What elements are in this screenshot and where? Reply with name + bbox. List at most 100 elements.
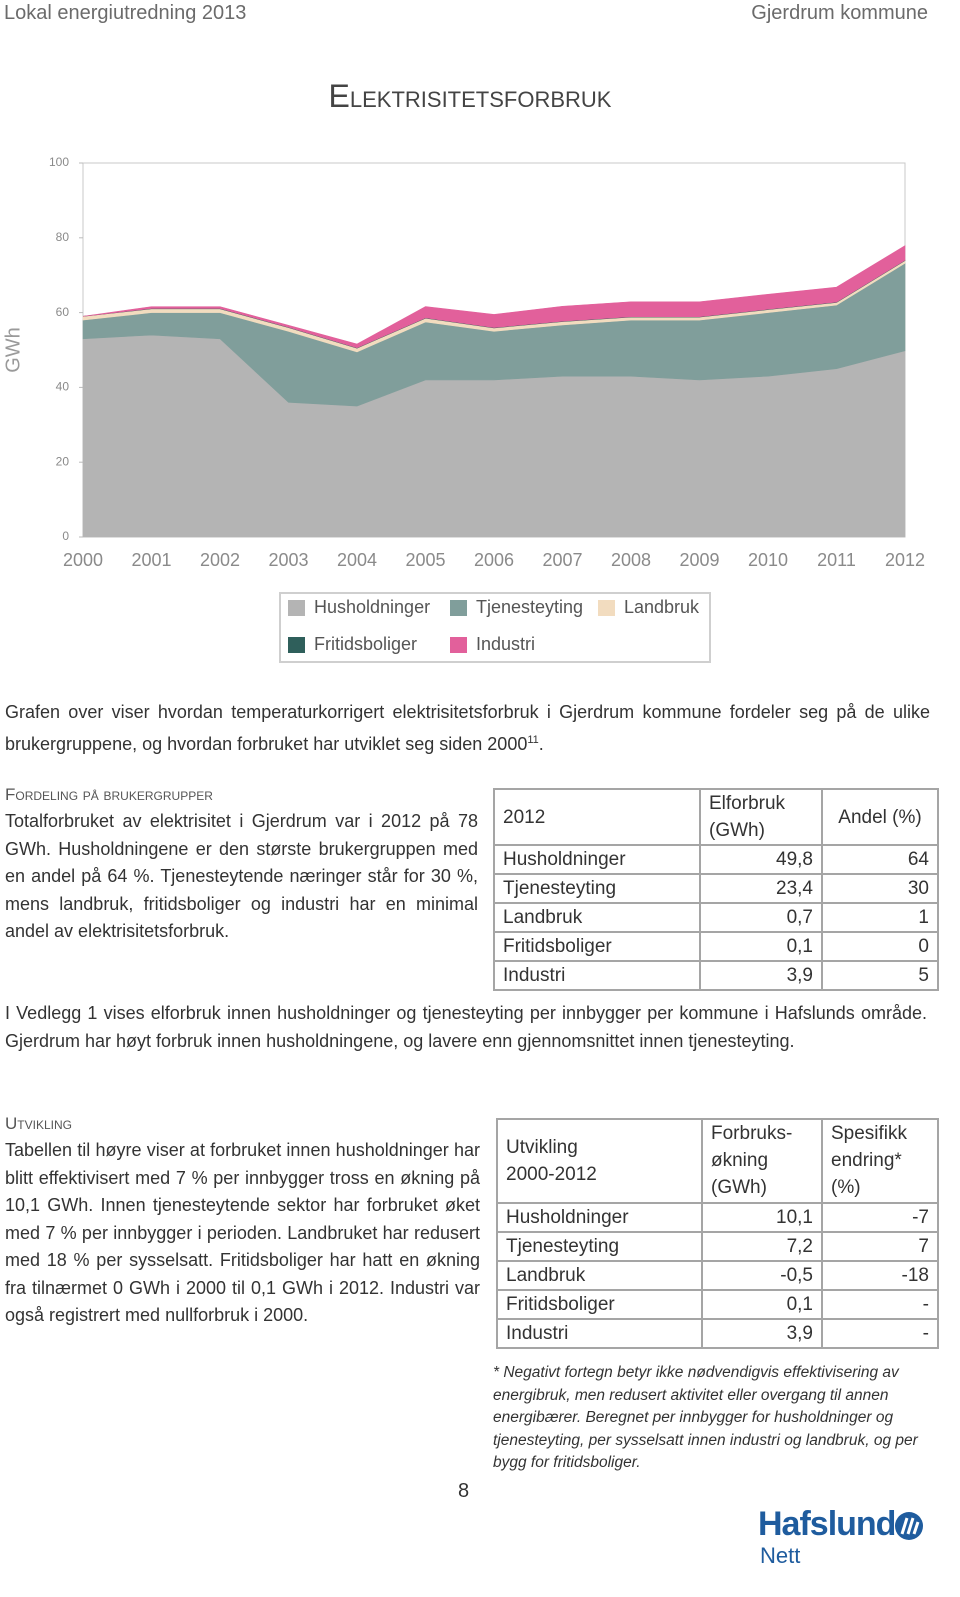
cell: -18 xyxy=(821,1260,939,1291)
table-2012: 2012 Elforbruk (GWh) Andel (%) Husholdni… xyxy=(493,788,939,991)
section-heading: Utvikling xyxy=(5,1114,72,1133)
table-row: Fritidsboliger 0,1 0 xyxy=(493,931,939,962)
cell: 10,1 xyxy=(701,1202,823,1233)
cell: 0 xyxy=(821,931,939,962)
cell: 30 xyxy=(821,873,939,904)
legend-label: Fritidsboliger xyxy=(314,634,417,654)
cell: 5 xyxy=(821,960,939,991)
cell: 0,1 xyxy=(699,931,823,962)
header-cell: 2012 xyxy=(493,788,701,846)
table-row: Landbruk 0,7 1 xyxy=(493,902,939,933)
y-tick-label: 40 xyxy=(56,380,70,394)
table-development: Utvikling 2000-2012 Forbruks-økning (GWh… xyxy=(496,1118,939,1349)
intro-paragraph: Grafen over viser hvordan temperaturkorr… xyxy=(5,699,930,758)
x-tick-label: 2012 xyxy=(885,550,925,570)
x-tick-label: 2011 xyxy=(817,550,856,570)
cell: Fritidsboliger xyxy=(496,1289,703,1320)
cell: 0,7 xyxy=(699,902,823,933)
header-cell: Andel (%) xyxy=(821,788,939,846)
cell: - xyxy=(821,1318,939,1349)
legend-label: Industri xyxy=(476,634,535,654)
header-cell: Elforbruk (GWh) xyxy=(699,788,823,846)
footnote-ref: 11 xyxy=(527,733,539,746)
footnote: * Negativt fortegn betyr ikke nødvendigv… xyxy=(493,1364,918,1471)
y-tick-label: 80 xyxy=(56,230,70,244)
section-text: Tabellen til høyre viser at forbruket in… xyxy=(5,1140,480,1325)
table-row: Fritidsboliger 0,1- xyxy=(496,1289,939,1320)
x-tick-label: 2005 xyxy=(405,550,445,570)
table-header: Utvikling 2000-2012 Forbruks-økning (GWh… xyxy=(496,1118,939,1204)
header-text: Utvikling 2000-2012 xyxy=(506,1137,597,1185)
cell: Industri xyxy=(496,1318,703,1349)
x-tick-label: 2004 xyxy=(337,550,377,570)
x-tick-label: 2009 xyxy=(679,550,719,570)
x-tick-label: 2002 xyxy=(200,550,240,570)
section-heading: Fordeling på brukergrupper xyxy=(5,785,213,804)
intro-text: Grafen over viser hvordan temperaturkorr… xyxy=(5,702,930,754)
legend-box xyxy=(279,592,711,663)
cell: Husholdninger xyxy=(496,1202,703,1233)
logo-sub: Nett xyxy=(760,1543,801,1568)
chart: GWh 0 20 40 60 80 100 2000 2001 2002 2003 2004 2005… xyxy=(2,155,925,663)
cell: Fritidsboliger xyxy=(493,931,701,962)
x-tick-label: 2006 xyxy=(474,550,514,570)
cell: -0,5 xyxy=(701,1260,823,1291)
table-row: Landbruk -0,5 -18 xyxy=(496,1260,939,1291)
legend-swatch xyxy=(450,600,467,616)
intro-end: . xyxy=(538,733,544,754)
x-tick-label: 2008 xyxy=(611,550,651,570)
logo-name: Hafslund xyxy=(758,1505,896,1543)
table-row: Husholdninger 49,8 64 xyxy=(493,844,939,875)
legend-swatch xyxy=(288,637,305,653)
cell: Husholdninger xyxy=(493,844,701,875)
header-right: Gjerdrum kommune xyxy=(751,2,928,24)
cell: Tjenesteyting xyxy=(493,873,701,904)
cell: 1 xyxy=(821,902,939,933)
legend-swatch xyxy=(598,600,615,616)
area xyxy=(82,245,906,349)
y-tick-label: 20 xyxy=(56,454,70,468)
cell: - xyxy=(821,1289,939,1320)
table-row: Tjenesteyting 7,2 7 xyxy=(496,1231,939,1262)
cell: 3,9 xyxy=(701,1318,823,1349)
section-text: Totalforbruket av elektrisitet i Gjerdru… xyxy=(5,811,478,941)
legend-swatch xyxy=(288,600,305,616)
table-header: 2012 Elforbruk (GWh) Andel (%) xyxy=(493,788,939,846)
x-tick-label: 2007 xyxy=(542,550,582,570)
cell: 3,9 xyxy=(699,960,823,991)
cell: Industri xyxy=(493,960,701,991)
header-left: Lokal energiutredning 2013 xyxy=(4,2,247,24)
y-tick-label: 100 xyxy=(49,155,69,169)
legend-label: Tjenesteyting xyxy=(476,597,583,617)
logo-icon xyxy=(895,1512,923,1540)
legend-label: Landbruk xyxy=(624,597,700,617)
cell: Tjenesteyting xyxy=(496,1231,703,1262)
header-cell: Spesifikk endring* (%) xyxy=(821,1118,939,1204)
cell: 7 xyxy=(821,1231,939,1262)
cell: 64 xyxy=(821,844,939,875)
table-row: Husholdninger 10,1 -7 xyxy=(496,1202,939,1233)
header-cell: Utvikling 2000-2012 xyxy=(496,1118,703,1204)
legend-label: Husholdninger xyxy=(314,597,430,617)
y-tick-label: 0 xyxy=(62,529,69,543)
cell: 49,8 xyxy=(699,844,823,875)
table-row: Industri 3,9- xyxy=(496,1318,939,1349)
cell: 7,2 xyxy=(701,1231,823,1262)
header-cell: Forbruks-økning (GWh) xyxy=(701,1118,823,1204)
cell: Landbruk xyxy=(496,1260,703,1291)
cell: Landbruk xyxy=(493,902,701,933)
y-tick-label: 60 xyxy=(56,305,70,319)
cell: 23,4 xyxy=(699,873,823,904)
cell: 0,1 xyxy=(701,1289,823,1320)
y-axis-label: GWh xyxy=(2,327,24,373)
cell: -7 xyxy=(821,1202,939,1233)
x-tick-label: 2001 xyxy=(131,550,171,570)
legend-swatch xyxy=(450,637,467,653)
table-row: Tjenesteyting 23,4 30 xyxy=(493,873,939,904)
paragraph: I Vedlegg 1 vises elforbruk innen hushol… xyxy=(5,1003,927,1051)
page-number: 8 xyxy=(458,1480,470,1502)
page-title: Elektrisitetsforbruk xyxy=(328,78,612,114)
table-row: Industri 3,9 5 xyxy=(493,960,939,991)
x-tick-label: 2000 xyxy=(63,550,103,570)
